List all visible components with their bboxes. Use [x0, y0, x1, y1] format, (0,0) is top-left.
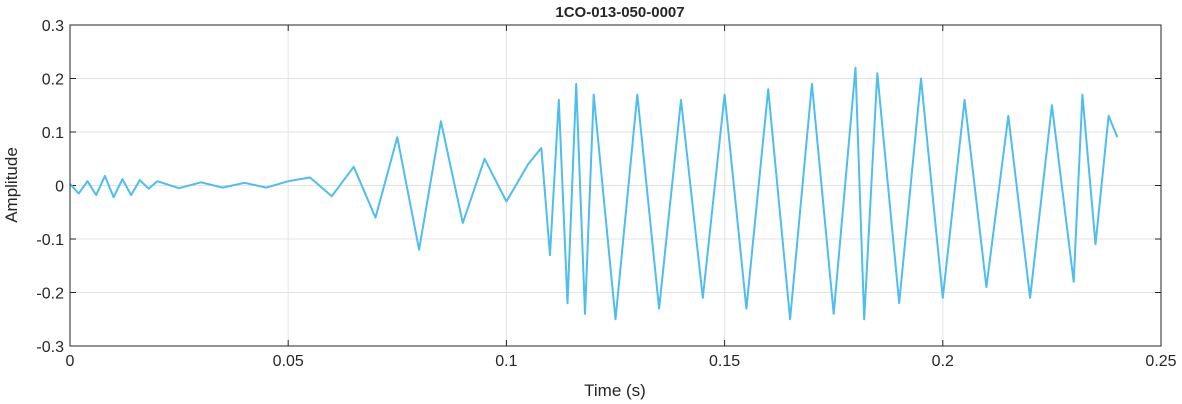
- y-tick-label: 0.3: [42, 18, 64, 35]
- x-axis-label: Time (s): [584, 381, 646, 400]
- plot-area-frame: [69, 24, 1162, 347]
- y-tick-label: 0.1: [42, 125, 64, 142]
- y-tick-label: -0.2: [36, 286, 64, 303]
- x-tick-label: 0: [66, 353, 75, 370]
- amplitude-series-line: [69, 66, 1119, 321]
- x-tick-label: 0.1: [495, 353, 517, 370]
- x-tick-label: 0.15: [709, 353, 740, 370]
- x-tick-label: 0.05: [273, 353, 304, 370]
- axis-ticks: 0 0.05 0.1 0.15 0.2 0.25 -0.3 -0.2 -0.1 0 0.1 0.2 0.…: [36, 18, 1176, 370]
- y-tick-label: -0.3: [36, 339, 64, 356]
- y-axis-label: Amplitude: [2, 147, 21, 223]
- y-tick-label: 0: [55, 179, 64, 196]
- y-tick-label: -0.1: [36, 232, 64, 249]
- x-tick-label: 0.25: [1145, 353, 1176, 370]
- chart-title: 1CO-013-050-0007: [555, 4, 684, 21]
- x-tick-label: 0.2: [932, 353, 954, 370]
- y-tick-label: 0.2: [42, 72, 64, 89]
